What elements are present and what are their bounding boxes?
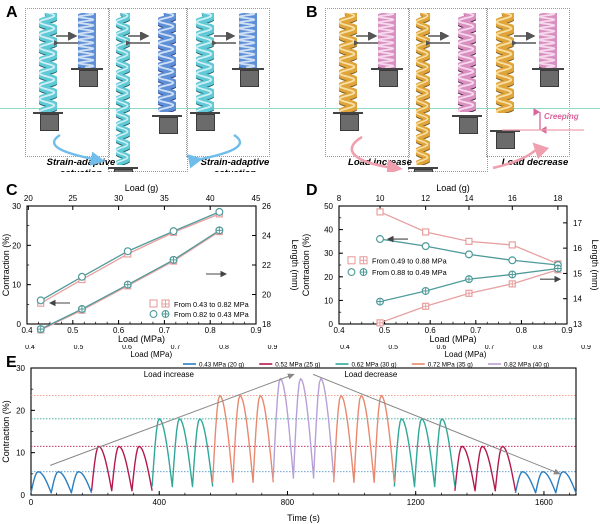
svg-text:0.5: 0.5 (74, 345, 84, 351)
svg-text:0.5: 0.5 (388, 345, 398, 351)
svg-text:30: 30 (114, 194, 123, 203)
svg-text:Load (MPa): Load (MPa) (130, 350, 172, 359)
svg-text:Contraction (%): Contraction (%) (1, 234, 11, 297)
svg-text:From 0.49 to 0.88 MPa: From 0.49 to 0.88 MPa (372, 256, 448, 265)
svg-text:14: 14 (465, 194, 474, 203)
svg-text:20: 20 (324, 273, 333, 282)
svg-text:0.72 MPa (35 g): 0.72 MPa (35 g) (428, 361, 473, 368)
svg-text:10: 10 (16, 449, 25, 458)
svg-text:Load increase: Load increase (144, 370, 195, 379)
svg-text:0.5: 0.5 (67, 326, 79, 335)
svg-text:16: 16 (508, 194, 517, 203)
svg-text:10: 10 (324, 296, 333, 305)
svg-text:0: 0 (329, 320, 334, 329)
svg-text:0.62 MPa (30 g): 0.62 MPa (30 g) (352, 361, 397, 368)
svg-text:Load (g): Load (g) (125, 183, 159, 193)
svg-text:18: 18 (262, 320, 271, 329)
svg-text:45: 45 (252, 194, 261, 203)
svg-text:0: 0 (29, 498, 34, 507)
svg-text:18: 18 (553, 194, 562, 203)
svg-text:20: 20 (262, 291, 271, 300)
svg-text:0.4: 0.4 (333, 326, 345, 335)
svg-text:0.5: 0.5 (379, 326, 391, 335)
svg-text:17: 17 (573, 219, 582, 228)
svg-text:Load (MPa): Load (MPa) (445, 350, 487, 359)
svg-text:13: 13 (573, 320, 582, 329)
svg-text:0.9: 0.9 (581, 345, 591, 351)
svg-text:0.9: 0.9 (268, 345, 278, 351)
svg-text:10: 10 (376, 194, 385, 203)
svg-text:0.43 MPa (20 g): 0.43 MPa (20 g) (199, 361, 244, 368)
svg-text:0: 0 (17, 320, 22, 329)
svg-text:12: 12 (421, 194, 430, 203)
svg-text:20: 20 (16, 406, 25, 415)
svg-text:From 0.43 to 0.82 MPa: From 0.43 to 0.82 MPa (174, 300, 250, 309)
svg-text:Load (g): Load (g) (436, 183, 470, 193)
svg-text:8: 8 (337, 194, 342, 203)
svg-text:10: 10 (12, 281, 21, 290)
svg-text:0.9: 0.9 (250, 326, 262, 335)
svg-text:From 0.88 to 0.49 MPa: From 0.88 to 0.49 MPa (372, 268, 448, 277)
svg-text:0.8: 0.8 (516, 326, 528, 335)
svg-text:26: 26 (262, 202, 271, 211)
svg-text:16: 16 (573, 244, 582, 253)
svg-text:From 0.82 to 0.43 MPa: From 0.82 to 0.43 MPa (174, 310, 250, 319)
svg-text:1600: 1600 (535, 498, 553, 507)
svg-text:Load (MPa): Load (MPa) (429, 334, 476, 344)
svg-text:Contraction (%): Contraction (%) (301, 234, 311, 297)
svg-text:0.82 MPa (40 g): 0.82 MPa (40 g) (504, 361, 549, 368)
svg-text:800: 800 (281, 498, 295, 507)
svg-text:40: 40 (324, 226, 333, 235)
svg-text:25: 25 (68, 194, 77, 203)
svg-text:0.9: 0.9 (561, 326, 573, 335)
svg-text:1200: 1200 (407, 498, 425, 507)
svg-text:Length (mm): Length (mm) (290, 239, 300, 290)
svg-text:0.8: 0.8 (205, 326, 217, 335)
svg-text:40: 40 (206, 194, 215, 203)
svg-text:20: 20 (24, 194, 33, 203)
svg-text:Load (MPa): Load (MPa) (118, 334, 165, 344)
svg-text:Length (mm): Length (mm) (590, 239, 600, 290)
svg-text:Load decrease: Load decrease (344, 370, 397, 379)
svg-text:0.8: 0.8 (219, 345, 229, 351)
svg-text:0.4: 0.4 (21, 326, 33, 335)
svg-text:24: 24 (262, 232, 271, 241)
svg-text:14: 14 (573, 295, 582, 304)
svg-text:30: 30 (16, 364, 25, 373)
svg-text:15: 15 (573, 269, 582, 278)
svg-text:Contraction (%): Contraction (%) (1, 400, 11, 463)
svg-text:0.4: 0.4 (340, 345, 350, 351)
svg-text:0.52 MPa (25 g): 0.52 MPa (25 g) (275, 361, 320, 368)
svg-text:0.8: 0.8 (533, 345, 543, 351)
svg-text:50: 50 (324, 202, 333, 211)
svg-text:22: 22 (262, 261, 271, 270)
svg-text:35: 35 (160, 194, 169, 203)
svg-text:30: 30 (12, 202, 21, 211)
svg-text:Time (s): Time (s) (287, 513, 320, 523)
svg-text:400: 400 (153, 498, 167, 507)
svg-text:0: 0 (21, 491, 26, 500)
svg-text:30: 30 (324, 249, 333, 258)
svg-text:20: 20 (12, 241, 21, 250)
svg-text:0.4: 0.4 (25, 345, 35, 351)
